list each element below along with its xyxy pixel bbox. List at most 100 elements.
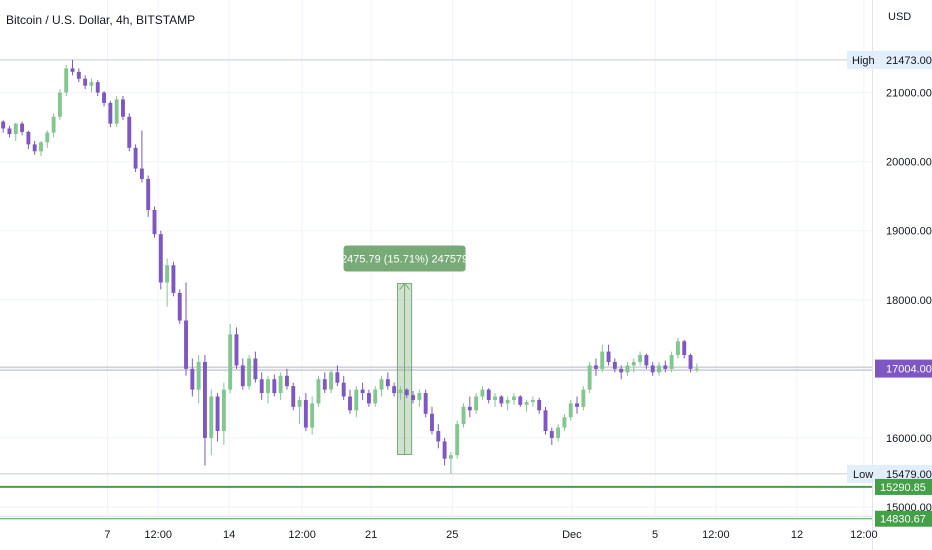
candle <box>398 386 403 400</box>
candle <box>121 96 125 121</box>
candle <box>272 374 277 397</box>
candle <box>348 389 352 414</box>
candle-body <box>512 396 516 400</box>
x-tick-label: 21 <box>365 529 377 541</box>
candle-body <box>663 365 668 369</box>
candle-body <box>228 334 233 390</box>
candle <box>486 388 491 404</box>
candle <box>335 365 340 387</box>
price-range-measure[interactable]: 2475.79 (15.71%) 247579 <box>341 245 468 456</box>
candle-body <box>423 393 428 414</box>
candle <box>612 358 617 373</box>
measure-arrow-head <box>399 282 410 290</box>
candle-body <box>70 68 75 72</box>
candle <box>177 289 182 324</box>
candle <box>171 261 176 297</box>
candle-body <box>379 379 384 390</box>
candle-body <box>240 365 245 387</box>
candle <box>152 206 157 238</box>
candle-body <box>45 132 50 143</box>
candle <box>266 375 270 404</box>
current-price-value: 17004.00 <box>886 364 932 376</box>
y-tick-label: 16000.00 <box>886 433 932 445</box>
candle <box>20 121 25 136</box>
candle <box>442 437 447 466</box>
candle <box>303 393 308 432</box>
candle <box>45 130 50 148</box>
candle <box>366 389 371 407</box>
candle <box>127 113 132 152</box>
x-tick-label: 12:00 <box>288 529 316 541</box>
candle-body <box>568 403 573 418</box>
candle <box>70 59 75 76</box>
candle <box>575 396 579 414</box>
candle <box>562 413 567 432</box>
candle <box>493 393 497 407</box>
candle-body <box>291 386 296 407</box>
candle-body <box>335 372 340 383</box>
candle-body <box>461 406 466 425</box>
candle <box>638 351 643 366</box>
support-price-value: 15290.85 <box>880 482 926 494</box>
x-tick-label: 5 <box>652 529 658 541</box>
candle-body <box>303 399 308 428</box>
candle <box>221 382 226 445</box>
candle <box>467 396 472 418</box>
candle <box>165 258 170 307</box>
candle-body <box>543 410 548 432</box>
y-tick-label: 19000.00 <box>886 226 932 238</box>
candle-body <box>108 102 113 124</box>
candle <box>253 351 258 383</box>
candle-body <box>158 234 163 283</box>
price-level-lines: High Low <box>0 50 875 520</box>
candle <box>228 323 233 394</box>
candle-body <box>102 92 107 103</box>
candle-body <box>64 68 69 93</box>
currency-label: USD <box>888 11 911 23</box>
candle-body <box>373 389 378 404</box>
candle-body <box>619 368 624 373</box>
candle <box>518 395 523 407</box>
candle-body <box>234 334 239 366</box>
candle <box>455 420 460 459</box>
high-tag-background <box>847 50 875 69</box>
candle <box>310 396 315 435</box>
candle <box>669 351 674 373</box>
candle <box>215 393 220 442</box>
candle-body <box>694 368 699 370</box>
candle <box>240 358 245 390</box>
x-tick-label: 12 <box>791 529 803 541</box>
candle-body <box>13 123 18 135</box>
candle-body <box>625 365 630 373</box>
candles <box>1 59 699 474</box>
candle <box>316 375 321 407</box>
candle-body <box>51 116 56 133</box>
candle-body <box>524 402 529 405</box>
time-axis[interactable]: 7 12:00 14 12:00 21 25 Dec 5 12:00 12 12:00 <box>104 529 877 541</box>
candle <box>76 68 81 83</box>
candle-body <box>322 379 327 390</box>
candle-body <box>89 82 94 86</box>
candle <box>694 363 699 373</box>
candle-body <box>284 375 289 387</box>
candle <box>39 140 43 157</box>
candle <box>284 368 289 390</box>
candle-body <box>436 431 441 442</box>
candle <box>83 75 88 90</box>
candle-body <box>688 355 693 369</box>
chart-title: Bitcoin / U.S. Dollar, 4h, BITSTAMP <box>6 13 195 27</box>
candle-body <box>190 368 195 390</box>
candle <box>158 230 163 290</box>
price-axis[interactable]: 15000.0016000.0017000.0018000.0019000.00… <box>875 50 932 527</box>
candle-body <box>278 375 283 394</box>
candle <box>209 389 214 456</box>
candle-body <box>171 265 176 293</box>
candle-body <box>1 121 6 129</box>
y-tick-label: 21000.00 <box>886 88 932 100</box>
candle <box>530 396 535 407</box>
candle-body <box>348 396 352 411</box>
candle-body <box>430 413 434 432</box>
candle <box>606 344 611 366</box>
candle <box>184 282 188 376</box>
candle <box>51 113 56 138</box>
